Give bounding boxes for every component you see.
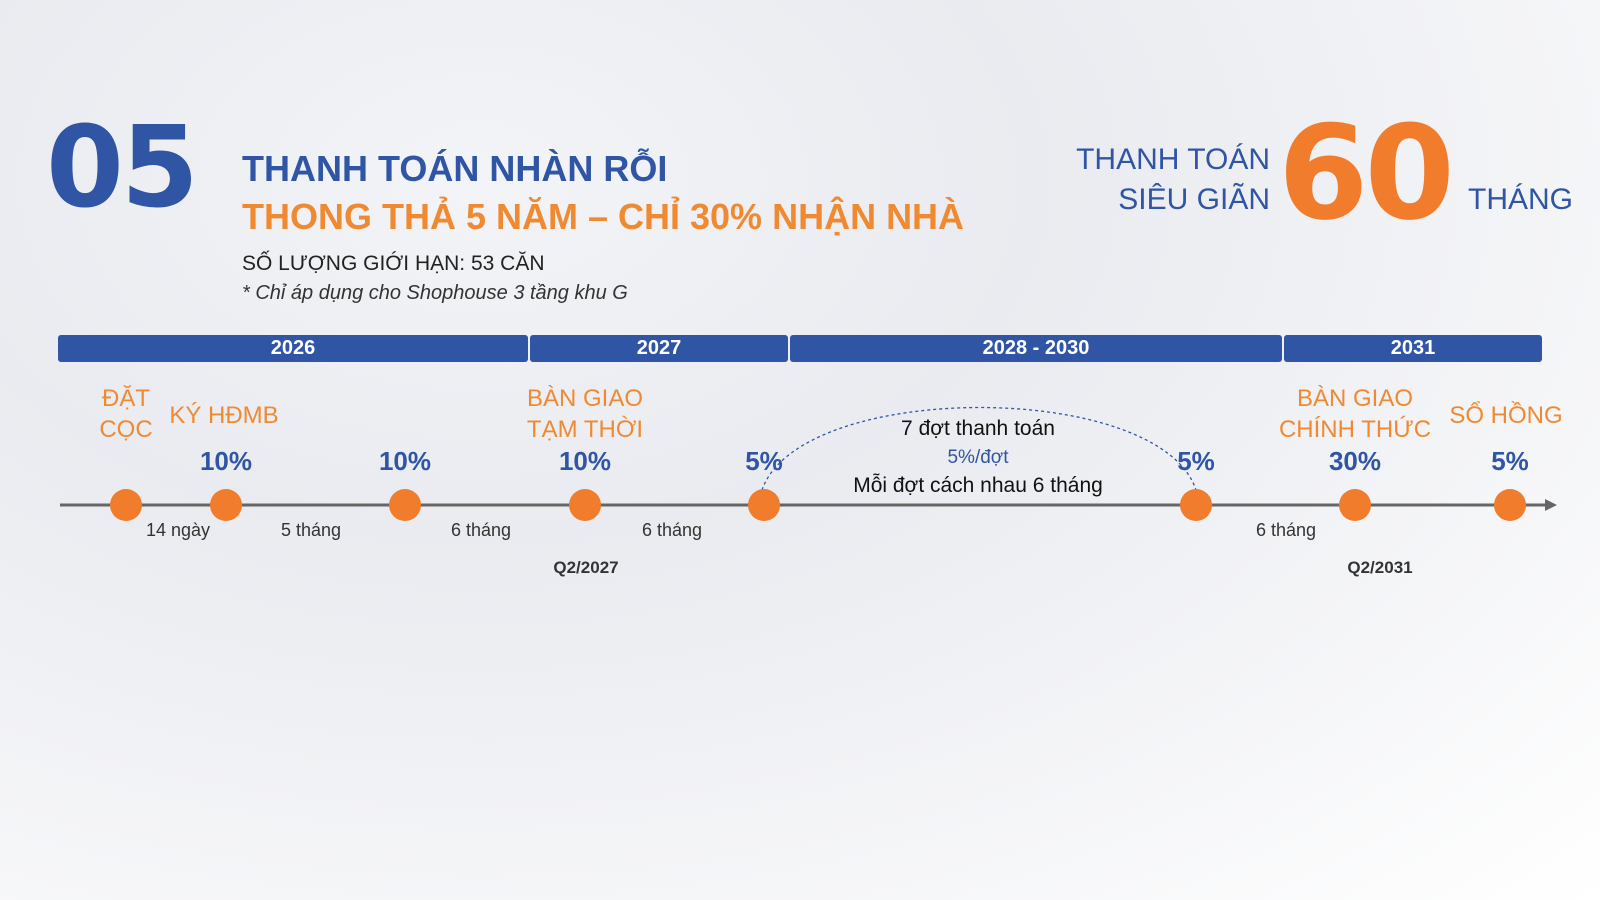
milestone-dot: [1339, 489, 1371, 521]
stage-label-dat-coc-l2: CỌC: [99, 416, 153, 443]
milestone-percent: 30%: [1328, 446, 1382, 476]
installments-interval: Mỗi đợt cách nhau 6 tháng: [853, 474, 1103, 497]
highlight-unit: THÁNG: [1468, 183, 1573, 216]
year-bar-2027: 2027: [530, 335, 788, 362]
stage-label-ban-giao-chinh-thuc: BÀN GIAO CHÍNH THỨC: [1279, 383, 1431, 445]
milestone-dot: [569, 489, 601, 521]
milestone-percent: 10%: [199, 446, 253, 476]
stage-label-ban-giao-tam-thoi: BÀN GIAO TẠM THỜI: [527, 383, 643, 445]
interval-label: 5 tháng: [280, 520, 342, 540]
stage-label-ky-hdmb: KÝ HĐMB: [169, 402, 279, 429]
highlight-line-2: SIÊU GIÃN: [1118, 183, 1270, 216]
milestone-percent: 10%: [558, 446, 612, 476]
milestone-dot: [210, 489, 242, 521]
interval-label: 6 tháng: [641, 520, 703, 540]
applicability-note: * Chỉ áp dụng cho Shophouse 3 tầng khu G: [242, 282, 628, 304]
highlight-number: 60: [1278, 97, 1455, 249]
interval-label: 6 tháng: [450, 520, 512, 540]
interval-label: 6 tháng: [1255, 520, 1317, 540]
stage-label-dat-coc-l1: ĐẶT: [102, 385, 150, 412]
milestone-dot: [389, 489, 421, 521]
installments-count: 7 đợt thanh toán: [901, 417, 1055, 440]
title-line-2: THONG THẢ 5 NĂM – CHỈ 30% NHẬN NHÀ: [242, 196, 965, 237]
quantity-limit: SỐ LƯỢNG GIỚI HẠN: 53 CĂN: [242, 252, 545, 275]
milestone-percent: 10%: [378, 446, 432, 476]
year-bar-2026: 2026: [58, 335, 528, 362]
highlight-line-1: THANH TOÁN: [1076, 143, 1270, 176]
stage-label-btt-l2: TẠM THỜI: [526, 416, 644, 443]
stage-label-so-hong: SỔ HỒNG: [1449, 402, 1563, 429]
milestone-dot: [110, 489, 142, 521]
milestone-dot: [1494, 489, 1526, 521]
milestone-percent: 5%: [745, 446, 783, 476]
year-bar-2031: 2031: [1284, 335, 1542, 362]
milestone-dot: [748, 489, 780, 521]
milestone-percent: 5%: [1491, 446, 1529, 476]
year-bar-2028-2030: 2028 - 2030: [790, 335, 1282, 362]
installments-rate: 5%/đợt: [947, 447, 1009, 468]
title-line-1: THANH TOÁN NHÀN RỖI: [242, 148, 668, 189]
quarter-label-2027: Q2/2027: [553, 558, 619, 577]
milestone-percent: 5%: [1177, 446, 1215, 476]
milestone-dot: [1180, 489, 1212, 521]
stage-label-btt-l1: BÀN GIAO: [526, 385, 644, 412]
section-number: 05: [46, 103, 199, 233]
interval-label: 14 ngày: [145, 520, 211, 540]
stage-label-dat-coc: ĐẶT CỌC: [99, 383, 152, 445]
timeline-arrowhead: [1545, 499, 1557, 511]
quarter-label-2031: Q2/2031: [1347, 558, 1413, 577]
stage-label-bct-l1: BÀN GIAO: [1296, 385, 1414, 412]
stage-label-bct-l2: CHÍNH THỨC: [1278, 416, 1432, 443]
